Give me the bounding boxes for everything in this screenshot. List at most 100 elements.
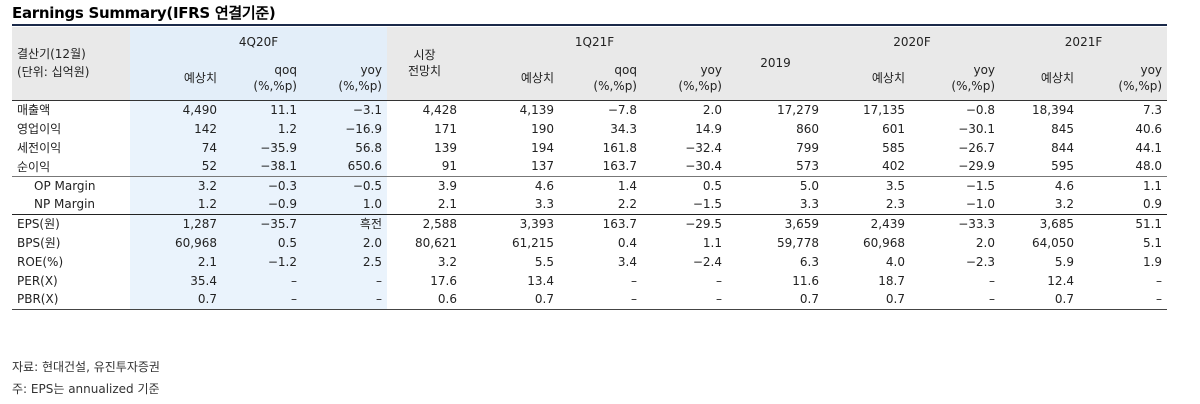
table-cell: 7.3 bbox=[1142, 102, 1163, 117]
table-cell: 2.1 bbox=[437, 197, 457, 212]
table-cell: −7.8 bbox=[607, 102, 637, 117]
table-cell: 585 bbox=[882, 140, 905, 155]
table-cell: – bbox=[989, 273, 996, 288]
table-cell: 2.3 bbox=[885, 197, 905, 212]
table-title: Earnings Summary(IFRS 연결기준) bbox=[12, 4, 276, 22]
table-cell: −30.4 bbox=[685, 159, 722, 174]
table-cell: 11.1 bbox=[222, 100, 302, 119]
col-4q20f-yoy: yoy (%,%p) bbox=[302, 57, 387, 100]
table-row: PER(X) 35.4– –17.6 13.4– –11.6 18.7–12.4– bbox=[12, 271, 1167, 290]
table-cell: 61,215 bbox=[512, 235, 554, 250]
table-cell: 3.2 bbox=[1054, 197, 1075, 212]
table-cell: 0.7 bbox=[462, 290, 559, 310]
table-cell: 51.1 bbox=[1079, 213, 1168, 233]
table-cell: 18,394 bbox=[1032, 102, 1075, 117]
table-cell: 3,659 bbox=[727, 213, 824, 233]
table-cell: 4.6 bbox=[1000, 175, 1080, 195]
table-cell: 3,393 bbox=[462, 213, 559, 233]
table-cell: 0.7 bbox=[1000, 290, 1080, 310]
table-cell: 5.0 bbox=[727, 175, 824, 195]
source-footnote: 자료: 현대건설, 유진투자증권 bbox=[12, 360, 160, 374]
table-cell: −2.4 bbox=[692, 254, 722, 269]
table-cell: −16.9 bbox=[302, 119, 387, 138]
table-cell: 4,428 bbox=[422, 102, 457, 117]
table-cell: 2.0 bbox=[975, 235, 996, 250]
table-cell: 34.3 bbox=[610, 121, 637, 136]
table-cell: 2,588 bbox=[387, 213, 462, 233]
group-4q20f: 4Q20F bbox=[130, 27, 387, 57]
col-4q20f-estimate: 예상치 bbox=[130, 57, 222, 100]
table-cell: 3.5 bbox=[824, 175, 910, 195]
table-row: EPS(원) 1,287 −35.7 흑전 2,588 3,393 163.7 −29.5 3,… bbox=[12, 213, 1168, 233]
row-label: NP Margin bbox=[34, 197, 96, 212]
table-cell: 60,968 bbox=[863, 235, 905, 250]
table-cell: 190 bbox=[531, 121, 554, 136]
table-cell: 18.7 bbox=[878, 273, 905, 288]
table-cell: 163.7 bbox=[559, 213, 642, 233]
table-cell: 2,439 bbox=[824, 213, 910, 233]
table-row: BPS(원) 60,968 0.5 2.0 80,621 61,215 0.4 1.1 59,7… bbox=[12, 233, 1167, 252]
col-2021f-yoy: yoy (%,%p) bbox=[1079, 57, 1168, 100]
col-2020f-yoy: yoy (%,%p) bbox=[910, 57, 1001, 100]
table-cell: 844 bbox=[1051, 140, 1075, 155]
table-cell: 0.5 bbox=[642, 175, 727, 195]
table-cell: 1.1 bbox=[1079, 175, 1168, 195]
table-cell: – bbox=[302, 271, 387, 290]
table-cell: – bbox=[642, 290, 727, 310]
table-cell: 194 bbox=[531, 140, 554, 155]
table-cell: – bbox=[222, 290, 302, 310]
table-cell: 0.7 bbox=[727, 290, 824, 310]
row-label: EPS(원) bbox=[12, 213, 130, 233]
row-label: 순이익 bbox=[17, 159, 51, 174]
table-cell: 1.2 bbox=[130, 195, 222, 214]
table-cell: 2.2 bbox=[617, 197, 637, 212]
table-body: 매출액 4,490 11.1 −3.1 4,428 4,139 −7.8 2.0 17,279 1… bbox=[12, 100, 1168, 310]
table-cell: −26.7 bbox=[958, 140, 996, 155]
col-2020f-estimate: 예상치 bbox=[824, 57, 910, 100]
table-cell: −1.0 bbox=[965, 197, 996, 212]
table-cell: 142 bbox=[130, 119, 222, 138]
table-cell: 4.6 bbox=[462, 175, 559, 195]
table-cell: 1.4 bbox=[559, 175, 642, 195]
table-cell: – bbox=[222, 271, 302, 290]
table-cell: 139 bbox=[434, 140, 457, 155]
table-cell: 860 bbox=[796, 121, 819, 136]
table-cell: 12.4 bbox=[1047, 273, 1075, 288]
table-row: 매출액 4,490 11.1 −3.1 4,428 4,139 −7.8 2.0 17,279 1… bbox=[12, 100, 1167, 119]
note-footnote: 주: EPS는 annualized 기준 bbox=[12, 382, 160, 396]
table-cell: 2.1 bbox=[130, 252, 222, 271]
col-2019: 2019 bbox=[727, 27, 824, 100]
table-cell: −2.3 bbox=[965, 254, 996, 269]
row-label: 매출액 bbox=[17, 103, 51, 118]
title-divider bbox=[12, 24, 1167, 26]
col-1q21f-estimate: 예상치 bbox=[462, 57, 559, 100]
table-cell: 1,287 bbox=[130, 213, 222, 233]
table-cell: −29.9 bbox=[958, 159, 996, 174]
table-cell: −35.9 bbox=[222, 138, 302, 157]
table-cell: 48.0 bbox=[1135, 159, 1163, 174]
table-row: ROE(%) 2.1 −1.2 2.5 3.2 5.5 3.4 −2.4 6.3 4.0 −2.3 5… bbox=[12, 252, 1167, 271]
table-cell: 64,050 bbox=[1032, 235, 1075, 250]
table-cell: 2.5 bbox=[302, 252, 387, 271]
table-cell: 3.3 bbox=[799, 197, 819, 212]
col-1q21f-yoy: yoy (%,%p) bbox=[642, 57, 727, 100]
table-row: NP Margin 1.2 −0.9 1.0 2.1 3.3 2.2 −1.5 3.3 2.3 −1… bbox=[12, 195, 1167, 214]
table-cell: −0.3 bbox=[222, 175, 302, 195]
table-cell: 163.7 bbox=[602, 159, 637, 174]
table-cell: 11.6 bbox=[792, 273, 819, 288]
table-cell: – bbox=[1079, 290, 1168, 310]
table-cell: 0.7 bbox=[130, 290, 222, 310]
table-cell: 80,621 bbox=[415, 235, 457, 250]
table-cell: 595 bbox=[1051, 159, 1075, 174]
table-row: 세전이익 74 −35.9 56.8 139 194 161.8 −32.4 799 585 −26… bbox=[12, 138, 1167, 157]
col-2021f-estimate: 예상치 bbox=[1000, 57, 1080, 100]
table-cell: 3.9 bbox=[387, 175, 462, 195]
table-cell: 171 bbox=[434, 121, 457, 136]
table-cell: – bbox=[631, 273, 637, 288]
table-cell: 17,279 bbox=[777, 102, 819, 117]
table-cell: 3.2 bbox=[130, 175, 222, 195]
table-cell: 650.6 bbox=[302, 157, 387, 176]
table-cell: 0.6 bbox=[387, 290, 462, 310]
table-cell: 5.1 bbox=[1142, 235, 1163, 250]
table-cell: −1.5 bbox=[910, 175, 1001, 195]
